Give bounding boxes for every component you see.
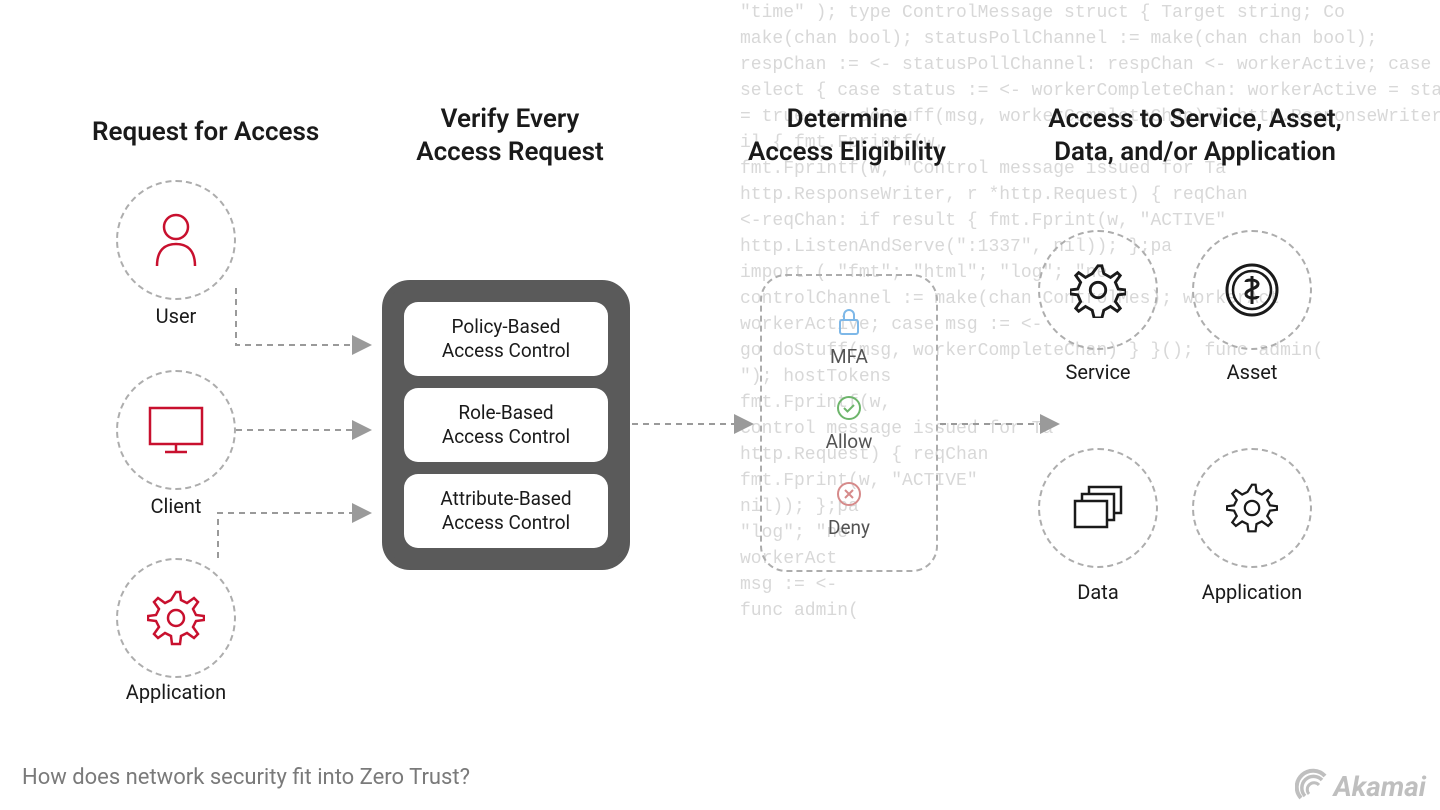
label-data: Data <box>1028 580 1168 604</box>
figure-caption: How does network security fit into Zero … <box>22 765 470 790</box>
x-circle-icon <box>835 480 863 508</box>
logo-text: Akamai <box>1333 770 1426 803</box>
user-icon <box>151 212 201 268</box>
access-item-attribute: Attribute-Based Access Control <box>404 474 608 548</box>
node-application-src <box>116 558 236 678</box>
access-item-attr-l1: Attribute-Based <box>440 487 571 511</box>
monitor-icon <box>147 405 205 455</box>
check-circle-icon <box>835 394 863 422</box>
node-data <box>1038 448 1158 568</box>
col-title-tgt-l2: Data, and/or Application <box>1054 137 1336 167</box>
node-asset <box>1192 230 1312 350</box>
gear-icon <box>147 589 205 647</box>
access-item-policy-l1: Policy-Based <box>452 315 561 339</box>
col-title-request: Request for Access <box>92 116 319 149</box>
elig-deny: Deny <box>828 480 870 539</box>
zero-trust-diagram: Request for Access Verify Every Access R… <box>0 0 1440 810</box>
elig-deny-label: Deny <box>828 516 870 539</box>
access-control-box: Policy-Based Access Control Role-Based A… <box>382 280 630 570</box>
akamai-logo: Akamai <box>1295 768 1426 804</box>
node-user <box>116 180 236 300</box>
coin-icon <box>1224 262 1280 318</box>
label-user: User <box>106 304 246 328</box>
col-title-verify-l1: Verify Every <box>441 104 580 134</box>
access-item-role: Role-Based Access Control <box>404 388 608 462</box>
access-item-policy: Policy-Based Access Control <box>404 302 608 376</box>
label-asset: Asset <box>1182 360 1322 384</box>
col-title-tgt-l1: Access to Service, Asset, <box>1048 104 1342 134</box>
col-title-eligibility: Determine Access Eligibility <box>732 103 962 168</box>
label-application-src: Application <box>106 680 246 704</box>
label-application-tgt: Application <box>1182 580 1322 604</box>
elig-mfa-label: MFA <box>830 345 868 368</box>
access-item-policy-l2: Access Control <box>442 339 570 363</box>
eligibility-box: MFA Allow Deny <box>760 274 938 572</box>
node-service <box>1038 230 1158 350</box>
access-item-attr-l2: Access Control <box>442 511 570 535</box>
elig-allow-label: Allow <box>826 430 873 453</box>
lock-icon <box>835 307 863 337</box>
label-client: Client <box>106 494 246 518</box>
node-application-tgt <box>1192 448 1312 568</box>
akamai-wave-icon <box>1295 768 1331 804</box>
label-service: Service <box>1028 360 1168 384</box>
access-item-role-l1: Role-Based <box>458 401 553 425</box>
access-item-role-l2: Access Control <box>442 425 570 449</box>
col-title-elig-l1: Determine <box>787 104 908 134</box>
node-client <box>116 370 236 490</box>
layers-icon <box>1071 483 1125 533</box>
col-title-targets: Access to Service, Asset, Data, and/or A… <box>1040 103 1350 168</box>
col-title-verify: Verify Every Access Request <box>410 103 610 168</box>
elig-allow: Allow <box>826 394 873 453</box>
col-title-verify-l2: Access Request <box>416 137 603 167</box>
gear-icon <box>1226 482 1278 534</box>
elig-mfa: MFA <box>830 307 868 368</box>
cog-icon <box>1070 262 1126 318</box>
col-title-elig-l2: Access Eligibility <box>748 137 946 167</box>
